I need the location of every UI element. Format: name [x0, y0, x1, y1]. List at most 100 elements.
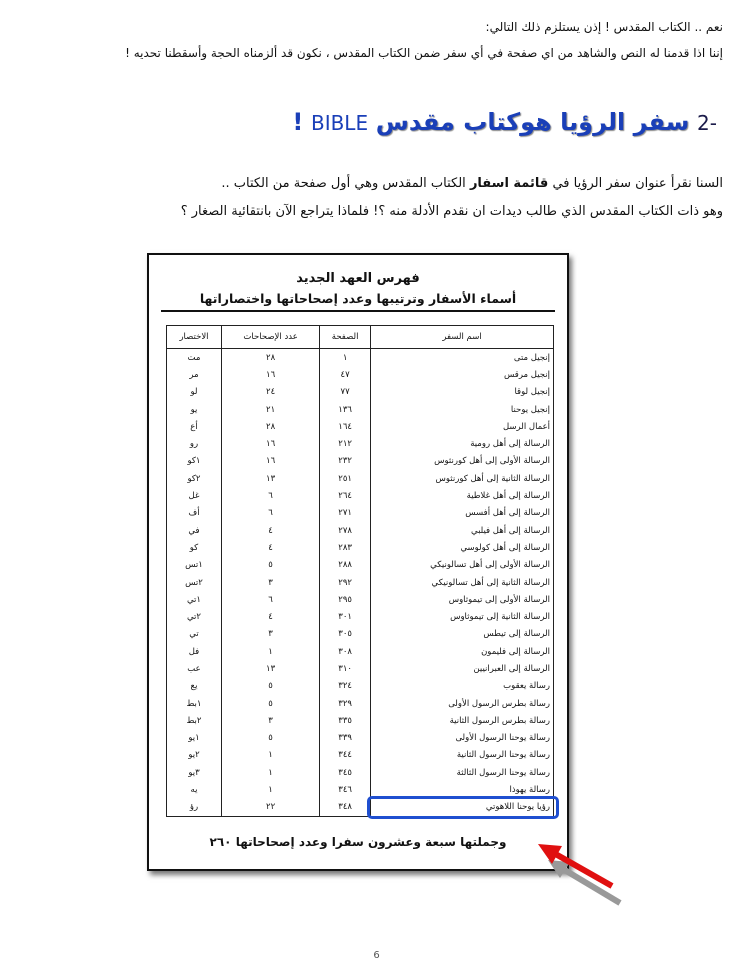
table-cell: ١يو — [166, 729, 222, 747]
table-cell: الرسالة الثانية إلى أهل كورنثوس — [370, 470, 554, 488]
table-cell: ٣ — [220, 712, 321, 730]
table-cell: ٣٣٩ — [319, 729, 371, 747]
arrow-shadow-head — [548, 860, 570, 878]
heading-number: 2- — [697, 111, 717, 135]
table-cell: ٢٨ — [220, 418, 321, 436]
table-cell: رو — [166, 435, 222, 453]
table-cell: ٣٠٥ — [319, 625, 371, 644]
table-cell: رسالة يعقوب — [370, 677, 554, 695]
table-cell: ٣ — [220, 573, 321, 592]
table-cell: ٢٧٨ — [319, 521, 371, 540]
table-row: رسالة يهوذا ٣٤٦ ١ يه — [166, 781, 554, 799]
table-row: الرسالة الثانية إلى أهل تسالونيكي ٢٩٢ ٣ ٢تس — [166, 573, 554, 592]
bold-text: قائمة اسفار — [469, 176, 549, 191]
table-cell: ٦ — [220, 487, 321, 505]
table-cell: ٢تي — [166, 608, 222, 626]
table-cell: كو — [166, 539, 222, 557]
table-row: إنجيل لوقا ٧٧ ٢٤ لو — [166, 383, 554, 401]
table-cell: ٢١ — [220, 400, 321, 419]
table-cell: رسالة بطرس الرسول الأولى — [370, 694, 554, 713]
table-cell: الرسالة الثانية إلى أهل تسالونيكي — [370, 573, 554, 592]
header-row: اسم السفر الصفحة عدد الإصحاحات الاختصار — [166, 325, 554, 349]
table-cell: الرسالة الأولى إلى أهل كورنثوس — [370, 452, 554, 471]
intro-line: نعم .. الكتاب المقدس ! إذن يستلزم ذلك ال… — [485, 20, 723, 34]
arrow-shadow — [556, 863, 622, 906]
table-row: إنجيل مرقس ٤٧ ١٦ مر — [166, 366, 554, 384]
table-cell: الرسالة الثانية إلى تيموثاوس — [370, 608, 554, 626]
table-cell: عب — [166, 660, 222, 678]
arrow-shaft — [550, 849, 614, 889]
heading-title: سفر الرؤيا هوكتاب مقدس — [375, 108, 690, 136]
table-cell: تي — [166, 625, 222, 644]
table-cell: ١بط — [166, 694, 222, 713]
table-cell: ٦ — [220, 504, 321, 522]
table-cell: ٢٩٢ — [319, 573, 371, 592]
table-cell: ١٣ — [220, 470, 321, 488]
table-cell: أعمال الرسل — [370, 418, 554, 436]
table-cell: ١٣٦ — [319, 400, 371, 419]
table-cell: الرسالة الأولى إلى تيموثاوس — [370, 591, 554, 609]
text: السنا نقرأ عنوان سفر الرؤيا في — [548, 176, 723, 191]
table-cell: ٢١٢ — [319, 435, 371, 453]
heading-mark: ! — [292, 108, 304, 136]
table-cell: ٣٤٨ — [319, 798, 371, 818]
table-cell: ٧٧ — [319, 383, 371, 401]
table-cell: ٣٣٥ — [319, 712, 371, 730]
table-cell: ١٦ — [220, 366, 321, 384]
table-cell: مت — [166, 348, 222, 367]
table-cell: ٣٤٤ — [319, 746, 371, 765]
table-cell: ٤ — [220, 521, 321, 540]
table-cell: ٢بط — [166, 712, 222, 730]
table-cell: يو — [166, 400, 222, 419]
table-row: الرسالة إلى أهل فيلبي ٢٧٨ ٤ في — [166, 521, 554, 540]
table-cell: أع — [166, 418, 222, 436]
section-heading: 2- سفر الرؤيا هوكتاب مقدس BIBLE ! — [20, 108, 717, 136]
table-cell: ٣٠١ — [319, 608, 371, 626]
table-cell: ١ — [319, 348, 371, 367]
table-row: رسالة يوحنا الرسول الأولى ٣٣٩ ٥ ١يو — [166, 729, 554, 747]
table-cell: رسالة يوحنا الرسول الثالثة — [370, 764, 554, 782]
table-cell: ٢٧١ — [319, 504, 371, 522]
table-cell: يه — [166, 781, 222, 799]
table-cell: في — [166, 521, 222, 540]
intro-line: إننا اذا قدمنا له النص والشاهد من اي صفح… — [125, 46, 723, 60]
table-body: إنجيل متى ١ ٢٨ مت إنجيل مرقس ٤٧ ١٦ مر إنجيل لوقا… — [166, 348, 560, 819]
table-cell: ٣٤٥ — [319, 764, 371, 782]
table-cell: ١٦ — [220, 452, 321, 471]
arrow-head — [538, 844, 562, 864]
table-row: الرسالة الثانية إلى تيموثاوس ٣٠١ ٤ ٢تي — [166, 608, 554, 626]
table-cell: يع — [166, 677, 222, 695]
table-cell: رؤ — [166, 798, 222, 818]
table-row: إنجيل متى ١ ٢٨ مت — [166, 348, 554, 367]
table-row: أعمال الرسل ١٦٤ ٢٨ أع — [166, 418, 554, 436]
table-cell: الرسالة إلى أهل غلاطية — [370, 487, 554, 505]
table-cell: الرسالة إلى تيطس — [370, 625, 554, 644]
table-row: الرسالة الأولى إلى أهل تسالونيكي ٢٨٨ ٥ ١تس — [166, 556, 554, 574]
table-cell: ٣ — [220, 625, 321, 644]
table-cell: لو — [166, 383, 222, 401]
table-cell: ٢٤ — [220, 383, 321, 401]
table-cell: ٣١٠ — [319, 660, 371, 678]
table-cell: ٦ — [220, 591, 321, 609]
table-cell: ٣٢٤ — [319, 677, 371, 695]
table-cell: ٢٨٣ — [319, 539, 371, 557]
table-cell: مر — [166, 366, 222, 384]
paragraph-line: السنا نقرأ عنوان سفر الرؤيا في قائمة اسف… — [20, 176, 723, 191]
table-cell: أف — [166, 504, 222, 522]
table-cell: ١تس — [166, 556, 222, 574]
table-cell: ٣٢٩ — [319, 694, 371, 713]
table-row: الرسالة إلى العبرانيين ٣١٠ ١٣ عب — [166, 660, 554, 678]
table-cell: ٢٣٢ — [319, 452, 371, 471]
table-cell: ١ — [220, 764, 321, 782]
table-cell: الرسالة إلى العبرانيين — [370, 660, 554, 678]
table-cell: ٥ — [220, 556, 321, 574]
scan-title: فهرس العهد الجديد — [296, 271, 420, 286]
table-cell: ٢٥١ — [319, 470, 371, 488]
column-header: عدد الإصحاحات — [220, 325, 321, 349]
table-row: الرسالة الأولى إلى تيموثاوس ٢٩٥ ٦ ١تي — [166, 591, 554, 609]
text: الكتاب المقدس وهي أول صفحة من الكتاب .. — [221, 176, 470, 191]
table-row: الرسالة إلى أهل أفسس ٢٧١ ٦ أف — [166, 504, 554, 522]
table-row: الرسالة الثانية إلى أهل كورنثوس ٢٥١ ١٣ ٢كو — [166, 470, 554, 488]
table-cell: ١ — [220, 643, 321, 661]
table-cell: ٢يو — [166, 746, 222, 765]
